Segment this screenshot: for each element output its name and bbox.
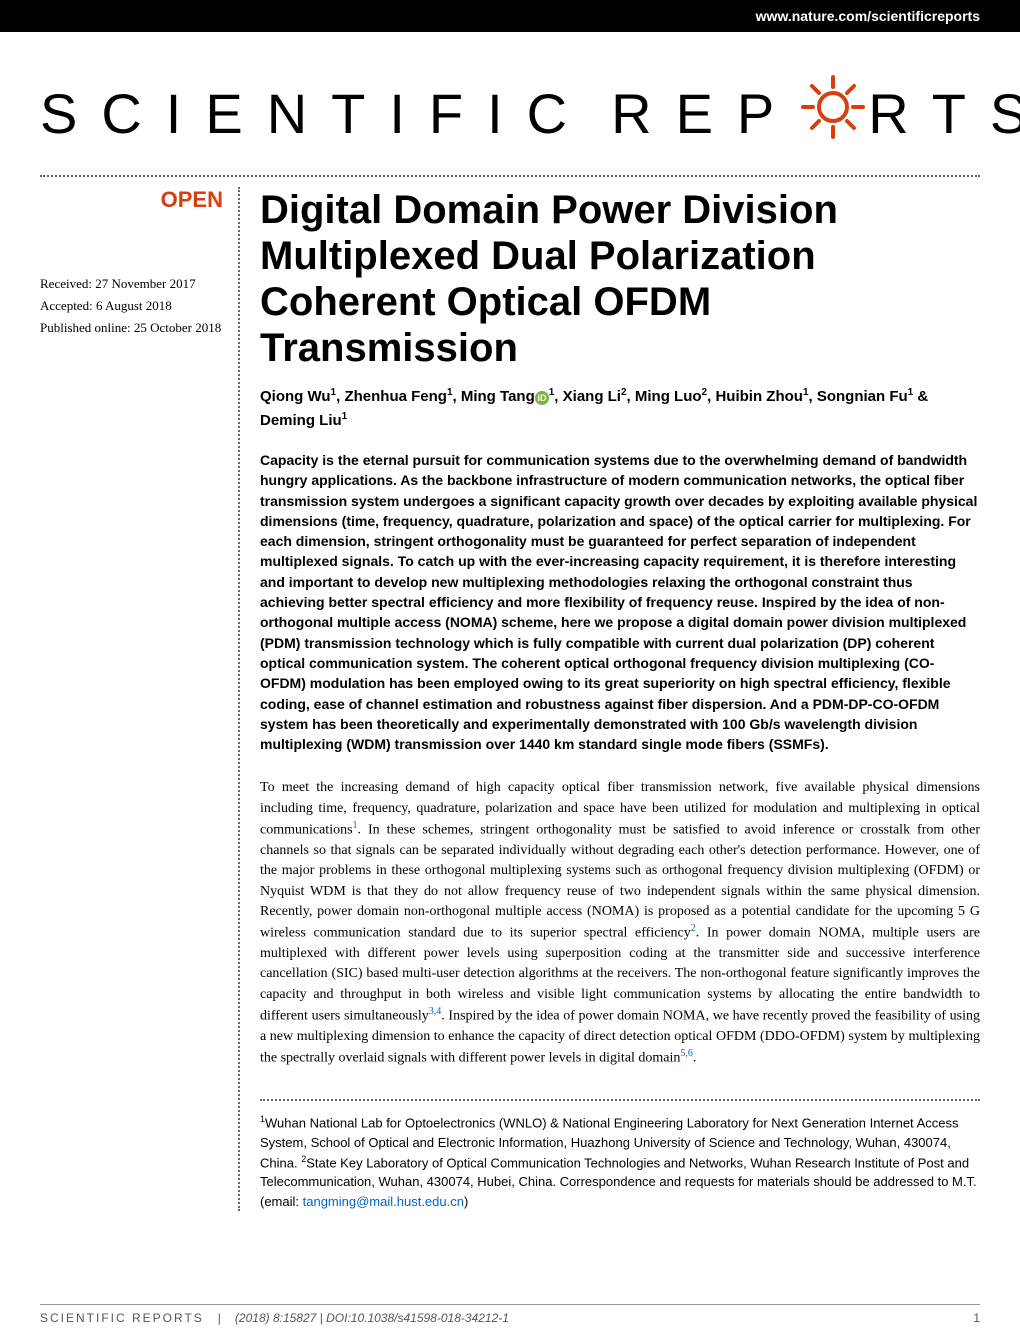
content-area: OPEN Received: 27 November 2017 Accepted… [40,175,980,1211]
author-affiliation-ref: 1 [342,411,348,422]
header-bar: www.nature.com/scientificreports [0,0,1020,32]
author-affiliation-ref: 2 [621,387,627,398]
author-affiliation-ref: 1 [549,387,555,398]
date-published: Published online: 25 October 2018 [40,317,223,339]
logo-word-scientific: SCIENTIFIC [40,81,591,146]
body-text-span: . In these schemes, stringent orthogonal… [260,823,980,941]
citation-ref[interactable]: 5,6 [680,1048,693,1059]
publication-dates: Received: 27 November 2017 Accepted: 6 A… [40,273,223,339]
author-affiliation-ref: 1 [803,387,809,398]
left-column: OPEN Received: 27 November 2017 Accepted… [40,187,240,1211]
svg-text:iD: iD [537,393,547,403]
author-affiliation-ref: 1 [447,387,453,398]
author-affiliation-ref: 1 [331,387,337,398]
footer-citation: (2018) 8:15827 | DOI:10.1038/s41598-018-… [235,1311,509,1325]
author: Xiang Li [563,388,621,405]
citation-ref[interactable]: 3,4 [429,1006,442,1017]
author: Ming Luo [635,388,702,405]
author: Qiong Wu [260,388,331,405]
footer-left: SCIENTIFIC REPORTS | (2018) 8:15827 | DO… [40,1311,509,1325]
page-footer: SCIENTIFIC REPORTS | (2018) 8:15827 | DO… [40,1304,980,1325]
author-list: Qiong Wu1, Zhenhua Feng1, Ming TangiD1, … [260,385,980,432]
body-text-span: . [693,1051,697,1066]
date-accepted: Accepted: 6 August 2018 [40,295,223,317]
article-title: Digital Domain Power Division Multiplexe… [260,187,980,371]
author: Huibin Zhou [715,388,802,405]
orcid-icon[interactable]: iD [535,390,549,404]
affiliation-text: ) [464,1194,468,1209]
author: Zhenhua Feng [344,388,447,405]
author: Deming Liu [260,412,342,429]
footer-journal-name: SCIENTIFIC REPORTS [40,1311,204,1325]
footer-separator: | [218,1311,221,1325]
date-received: Received: 27 November 2017 [40,273,223,295]
author: Songnian Fu [817,388,908,405]
affiliations: 1Wuhan National Lab for Optoelectronics … [260,1099,980,1211]
correspondence-email[interactable]: tangming@mail.hust.edu.cn [303,1194,464,1209]
logo-word-rts: RTS [868,81,1020,146]
author: Ming Tang [461,388,535,405]
author-affiliation-ref: 2 [702,387,708,398]
journal-logo: SCIENTIFIC REP RTS [40,72,980,155]
body-paragraph: To meet the increasing demand of high ca… [260,778,980,1069]
page-number: 1 [973,1311,980,1325]
header-url[interactable]: www.nature.com/scientificreports [756,8,980,24]
open-access-badge: OPEN [40,187,223,213]
abstract: Capacity is the eternal pursuit for comm… [260,450,980,754]
right-column: Digital Domain Power Division Multiplexe… [240,187,980,1211]
author-affiliation-ref: 1 [908,387,914,398]
logo-word-rep: REP [611,81,798,146]
gear-icon [798,72,868,155]
